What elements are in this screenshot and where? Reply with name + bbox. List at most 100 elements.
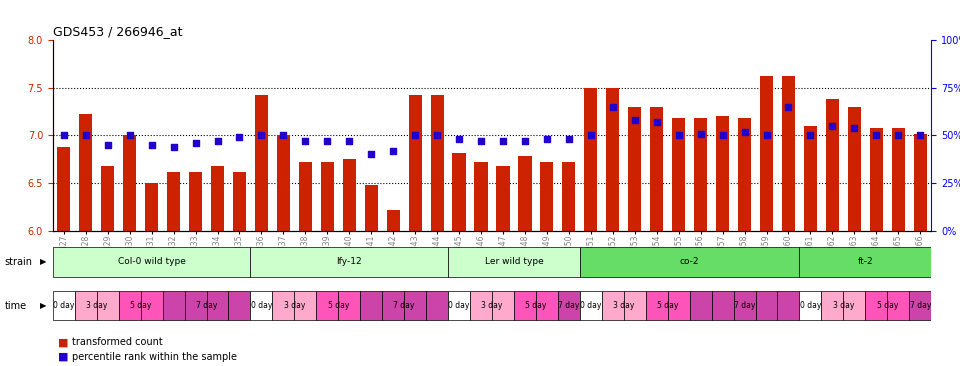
Bar <box>848 107 861 231</box>
Bar <box>760 76 773 231</box>
FancyBboxPatch shape <box>800 247 931 277</box>
Text: time: time <box>5 300 27 311</box>
Bar <box>254 94 268 231</box>
Bar <box>189 172 203 231</box>
Text: 7 day: 7 day <box>196 301 217 310</box>
Bar <box>79 115 92 231</box>
Bar <box>101 166 114 231</box>
Text: ▶: ▶ <box>39 301 46 310</box>
Bar <box>870 128 883 231</box>
Text: 3 day: 3 day <box>481 301 503 310</box>
Text: 5 day: 5 day <box>525 301 546 310</box>
Text: Col-0 wild type: Col-0 wild type <box>118 257 185 266</box>
Point <box>605 104 620 110</box>
Bar <box>518 156 532 231</box>
FancyBboxPatch shape <box>162 291 184 321</box>
Point <box>56 132 71 138</box>
Point <box>913 132 928 138</box>
FancyBboxPatch shape <box>470 291 492 321</box>
Point <box>78 132 93 138</box>
Bar <box>343 159 356 231</box>
Bar <box>672 118 685 231</box>
Point <box>253 132 269 138</box>
Point <box>166 144 181 150</box>
Bar <box>299 162 312 231</box>
Bar <box>409 94 421 231</box>
FancyBboxPatch shape <box>558 291 580 321</box>
Bar <box>211 166 224 231</box>
Point <box>473 138 489 144</box>
FancyBboxPatch shape <box>206 291 228 321</box>
Bar <box>694 118 708 231</box>
FancyBboxPatch shape <box>228 291 251 321</box>
Text: percentile rank within the sample: percentile rank within the sample <box>72 352 237 362</box>
Point <box>276 132 291 138</box>
Text: 5 day: 5 day <box>130 301 152 310</box>
FancyBboxPatch shape <box>448 247 580 277</box>
FancyBboxPatch shape <box>53 247 251 277</box>
Text: Ler wild type: Ler wild type <box>485 257 543 266</box>
FancyBboxPatch shape <box>711 291 733 321</box>
FancyBboxPatch shape <box>624 291 646 321</box>
FancyBboxPatch shape <box>909 291 931 321</box>
Text: 3 day: 3 day <box>613 301 635 310</box>
FancyBboxPatch shape <box>689 291 711 321</box>
Bar <box>563 162 575 231</box>
Bar <box>585 88 597 231</box>
FancyBboxPatch shape <box>295 291 317 321</box>
Point <box>693 131 708 137</box>
Text: ft-2: ft-2 <box>857 257 874 266</box>
Text: 3 day: 3 day <box>832 301 854 310</box>
FancyBboxPatch shape <box>580 291 602 321</box>
Bar <box>58 147 70 231</box>
FancyBboxPatch shape <box>184 291 206 321</box>
FancyBboxPatch shape <box>53 291 75 321</box>
FancyBboxPatch shape <box>404 291 426 321</box>
Point <box>495 138 511 144</box>
FancyBboxPatch shape <box>141 291 162 321</box>
Point <box>298 138 313 144</box>
Bar <box>365 185 378 231</box>
Text: 5 day: 5 day <box>327 301 349 310</box>
FancyBboxPatch shape <box>273 291 295 321</box>
Bar <box>914 134 926 231</box>
Point <box>869 132 884 138</box>
Bar <box>716 116 730 231</box>
Point <box>364 152 379 157</box>
Point <box>627 117 642 123</box>
FancyBboxPatch shape <box>251 291 273 321</box>
FancyBboxPatch shape <box>800 291 822 321</box>
Text: strain: strain <box>5 257 33 267</box>
FancyBboxPatch shape <box>733 291 756 321</box>
Bar <box>167 172 180 231</box>
Point <box>737 129 753 135</box>
Bar <box>276 135 290 231</box>
Point <box>891 132 906 138</box>
Text: ▶: ▶ <box>39 257 46 266</box>
FancyBboxPatch shape <box>119 291 141 321</box>
Text: ■: ■ <box>58 337 68 347</box>
Bar <box>738 118 751 231</box>
Text: 3 day: 3 day <box>283 301 305 310</box>
FancyBboxPatch shape <box>360 291 382 321</box>
Bar <box>452 153 466 231</box>
FancyBboxPatch shape <box>822 291 844 321</box>
Bar <box>496 166 510 231</box>
Point <box>847 125 862 131</box>
Point <box>342 138 357 144</box>
Point <box>451 136 467 142</box>
Point <box>144 142 159 148</box>
Bar <box>781 76 795 231</box>
Bar <box>233 172 246 231</box>
Point <box>715 132 731 138</box>
Bar <box>892 128 905 231</box>
Text: transformed count: transformed count <box>72 337 163 347</box>
Bar <box>540 162 554 231</box>
Text: ■: ■ <box>58 352 68 362</box>
Bar <box>387 210 399 231</box>
Point <box>583 132 598 138</box>
Text: 5 day: 5 day <box>657 301 679 310</box>
Bar <box>826 99 839 231</box>
Text: lfy-12: lfy-12 <box>336 257 362 266</box>
Text: 0 day: 0 day <box>448 301 469 310</box>
